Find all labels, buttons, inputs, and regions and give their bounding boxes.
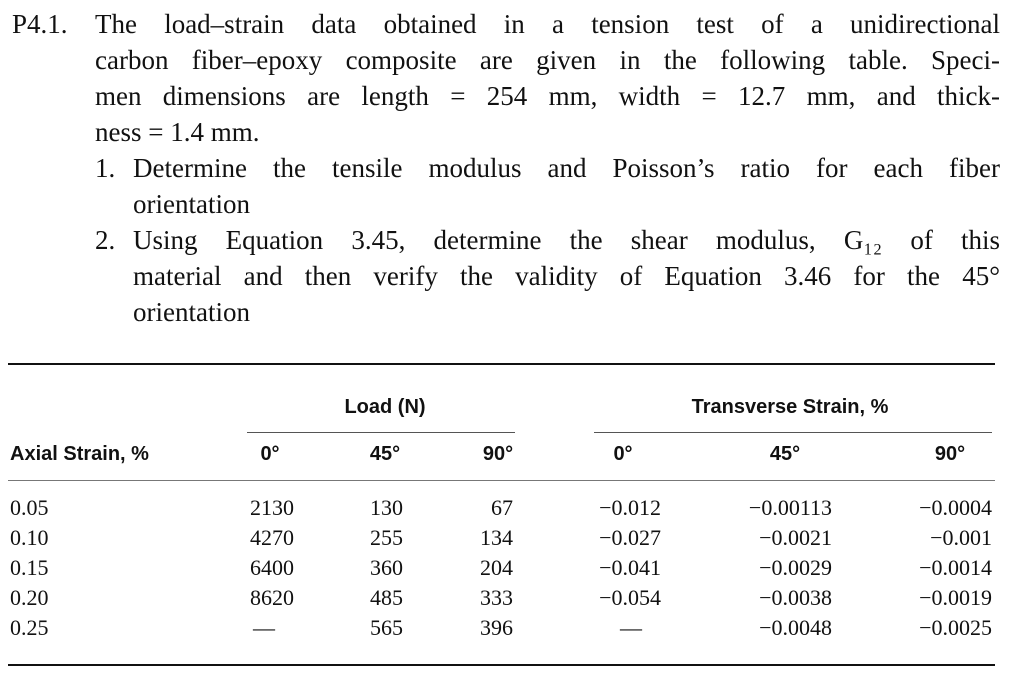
- task-2-line-3: orientation: [133, 297, 250, 327]
- load-90-cell: 204: [480, 555, 513, 580]
- trans-0-cell: −0.012: [599, 495, 661, 520]
- problem-line-2: carbon fiber–epoxy composite are given i…: [95, 45, 1000, 75]
- trans-90-cell: −0.0019: [919, 585, 992, 610]
- axial-strain-cell: 0.10: [10, 525, 49, 550]
- task-1-number: 1.: [95, 153, 116, 183]
- load-0-cell: 4270: [250, 525, 294, 550]
- table-bottom-rule: [8, 664, 995, 666]
- trans-0-cell: −0.041: [599, 555, 661, 580]
- load-0-cell: —: [253, 615, 275, 640]
- transverse-group-rule: [594, 432, 992, 433]
- problem-line-4: ness = 1.4 mm.: [95, 117, 260, 147]
- trans-col-90: 90°: [934, 443, 966, 465]
- load-45-cell: 360: [370, 555, 403, 580]
- header-rule: [8, 480, 995, 481]
- load-col-45: 45°: [369, 443, 401, 465]
- trans-col-0: 0°: [613, 443, 633, 465]
- load-90-cell: 396: [480, 615, 513, 640]
- load-45-cell: 130: [370, 495, 403, 520]
- trans-90-cell: −0.0025: [919, 615, 992, 640]
- load-group-rule: [247, 432, 515, 433]
- axial-strain-cell: 0.20: [10, 585, 49, 610]
- transverse-group-header: Transverse Strain, %: [691, 396, 889, 418]
- axial-strain-cell: 0.25: [10, 615, 49, 640]
- load-90-cell: 333: [480, 585, 513, 610]
- task-2-line-2: material and then verify the validity of…: [133, 261, 1000, 291]
- task-2-line-1: Using Equation 3.45, determine the shear…: [133, 225, 1000, 255]
- trans-45-cell: −0.00113: [748, 495, 832, 520]
- task-1-line-1: Determine the tensile modulus and Poisso…: [133, 153, 1000, 183]
- problem-line-3: men dimensions are length = 254 mm, widt…: [95, 81, 1000, 111]
- trans-90-cell: −0.0004: [919, 495, 992, 520]
- axial-strain-header: Axial Strain, %: [10, 443, 149, 465]
- task-1-line-2: orientation: [133, 189, 250, 219]
- trans-0-cell: —: [620, 615, 642, 640]
- load-0-cell: 6400: [250, 555, 294, 580]
- load-90-cell: 67: [491, 495, 513, 520]
- load-0-cell: 8620: [250, 585, 294, 610]
- load-90-cell: 134: [480, 525, 513, 550]
- trans-45-cell: −0.0048: [759, 615, 832, 640]
- trans-45-cell: −0.0029: [759, 555, 832, 580]
- problem-line-1: The load–strain data obtained in a tensi…: [95, 9, 1000, 39]
- load-group-header: Load (N): [344, 396, 426, 418]
- axial-strain-cell: 0.05: [10, 495, 49, 520]
- load-col-0: 0°: [260, 443, 280, 465]
- load-45-cell: 255: [370, 525, 403, 550]
- task-2-number: 2.: [95, 225, 116, 255]
- trans-90-cell: −0.0014: [919, 555, 992, 580]
- load-col-90: 90°: [482, 443, 514, 465]
- load-0-cell: 2130: [250, 495, 294, 520]
- trans-45-cell: −0.0021: [759, 525, 832, 550]
- table-top-rule: [8, 363, 995, 365]
- trans-45-cell: −0.0038: [759, 585, 832, 610]
- trans-0-cell: −0.027: [599, 525, 661, 550]
- axial-strain-cell: 0.15: [10, 555, 49, 580]
- trans-90-cell: −0.001: [930, 525, 992, 550]
- trans-col-45: 45°: [769, 443, 801, 465]
- load-45-cell: 485: [370, 585, 403, 610]
- problem-number: P4.1.: [12, 9, 68, 39]
- trans-0-cell: −0.054: [599, 585, 661, 610]
- load-45-cell: 565: [370, 615, 403, 640]
